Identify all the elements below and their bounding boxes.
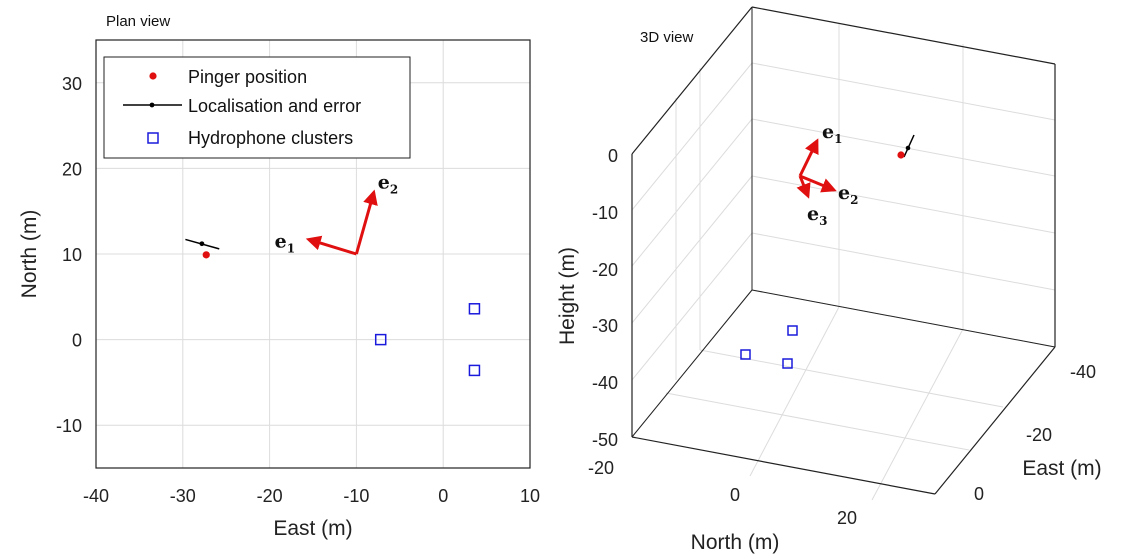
3d-z-tick-labels: 0 -10 -20 -30 -40 -50 — [592, 146, 618, 450]
3d-vector-e2-label: e2 — [838, 182, 858, 207]
3d-east-tick-labels: -40 -20 0 — [974, 362, 1096, 504]
3d-vector-e2-arrow — [799, 174, 837, 193]
plan-x-tick-label: -20 — [257, 486, 283, 506]
plan-hydrophone-marker — [374, 333, 387, 346]
3d-north-tick: 0 — [730, 485, 740, 505]
3d-vector-e1-arrow — [798, 138, 819, 177]
3d-vector-e1-label: e1 — [822, 121, 842, 146]
plan-legend: Pinger position Localisation and error H… — [103, 56, 411, 159]
plan-vector-e2-label: e2 — [378, 171, 398, 196]
3d-vector-e3-arrow — [796, 175, 811, 199]
plan-y-tick-label: -10 — [56, 416, 82, 436]
3d-z-tick: -50 — [592, 430, 618, 450]
3d-north-axis-label: North (m) — [691, 531, 780, 554]
3d-z-tick: -30 — [592, 316, 618, 336]
3d-east-axis-label: East (m) — [1022, 457, 1101, 480]
3d-hydrophone-marker — [787, 325, 798, 336]
3d-floor-grid — [631, 289, 1004, 501]
plan-y-axis-label: North (m) — [18, 210, 41, 299]
3d-north-tick: -20 — [588, 458, 614, 478]
plan-y-tick-label: 30 — [62, 74, 82, 94]
3d-z-tick: -10 — [592, 203, 618, 223]
3d-localisation-marker — [905, 145, 911, 151]
plan-y-tick-labels: -10 0 10 20 30 — [56, 74, 82, 436]
legend-localisation-marker — [149, 102, 155, 108]
3d-hydrophone-marker — [782, 358, 793, 369]
plan-data-marks: e1 e2 — [185, 171, 481, 377]
plan-localisation-marker — [199, 241, 205, 247]
plan-y-tick-label: 0 — [72, 331, 82, 351]
3d-east-tick: -40 — [1070, 362, 1096, 382]
plan-x-tick-label: -10 — [343, 486, 369, 506]
plan-x-tick-label: 0 — [438, 486, 448, 506]
plan-pinger-marker — [202, 251, 210, 259]
3d-hydrophone-marker — [740, 349, 751, 360]
3d-view-panel: 3D view 0 -10 -20 -30 -40 -50 Height (m)… — [556, 6, 1102, 554]
plan-x-tick-label: -30 — [170, 486, 196, 506]
legend-hydrophone-marker — [147, 132, 159, 144]
plan-vector-e1-label: e1 — [275, 230, 295, 255]
3d-data-marks: e1 e2 e3 — [740, 121, 915, 369]
plan-y-tick-label: 20 — [62, 159, 82, 179]
3d-east-tick: -20 — [1026, 425, 1052, 445]
legend-pinger-marker — [149, 72, 157, 80]
plan-x-tick-label: -40 — [83, 486, 109, 506]
3d-north-tick: 20 — [837, 508, 857, 528]
plan-hydrophone-marker — [468, 303, 481, 315]
plan-x-tick-label: 10 — [520, 486, 540, 506]
plan-view-panel: Plan view -40 -30 -20 -10 0 10 -10 0 10 20 30 Eas… — [18, 13, 540, 540]
3d-title: 3D view — [640, 29, 694, 46]
plan-y-tick-label: 10 — [62, 245, 82, 265]
plan-vector-e2-arrow — [354, 189, 378, 255]
plan-vector-e1-arrow — [305, 235, 357, 256]
3d-z-tick: -20 — [592, 260, 618, 280]
3d-east-tick: 0 — [974, 484, 984, 504]
legend-pinger-label: Pinger position — [188, 67, 307, 87]
plan-x-axis-label: East (m) — [273, 517, 352, 540]
plan-x-tick-labels: -40 -30 -20 -10 0 10 — [83, 486, 540, 506]
3d-z-axis-label: Height (m) — [556, 247, 579, 345]
3d-box-edges — [631, 6, 1056, 495]
3d-north-tick-labels: -20 0 20 — [588, 458, 857, 528]
plan-axes-frame — [95, 39, 531, 469]
plan-title: Plan view — [106, 13, 170, 30]
3d-pinger-marker — [897, 151, 905, 159]
3d-z-tick: -40 — [592, 373, 618, 393]
legend-localisation-label: Localisation and error — [188, 96, 361, 116]
plan-hydrophone-marker — [468, 364, 481, 377]
3d-vector-e3-label: e3 — [807, 203, 827, 228]
3d-z-tick: 0 — [608, 146, 618, 166]
legend-hydrophone-label: Hydrophone clusters — [188, 128, 353, 148]
